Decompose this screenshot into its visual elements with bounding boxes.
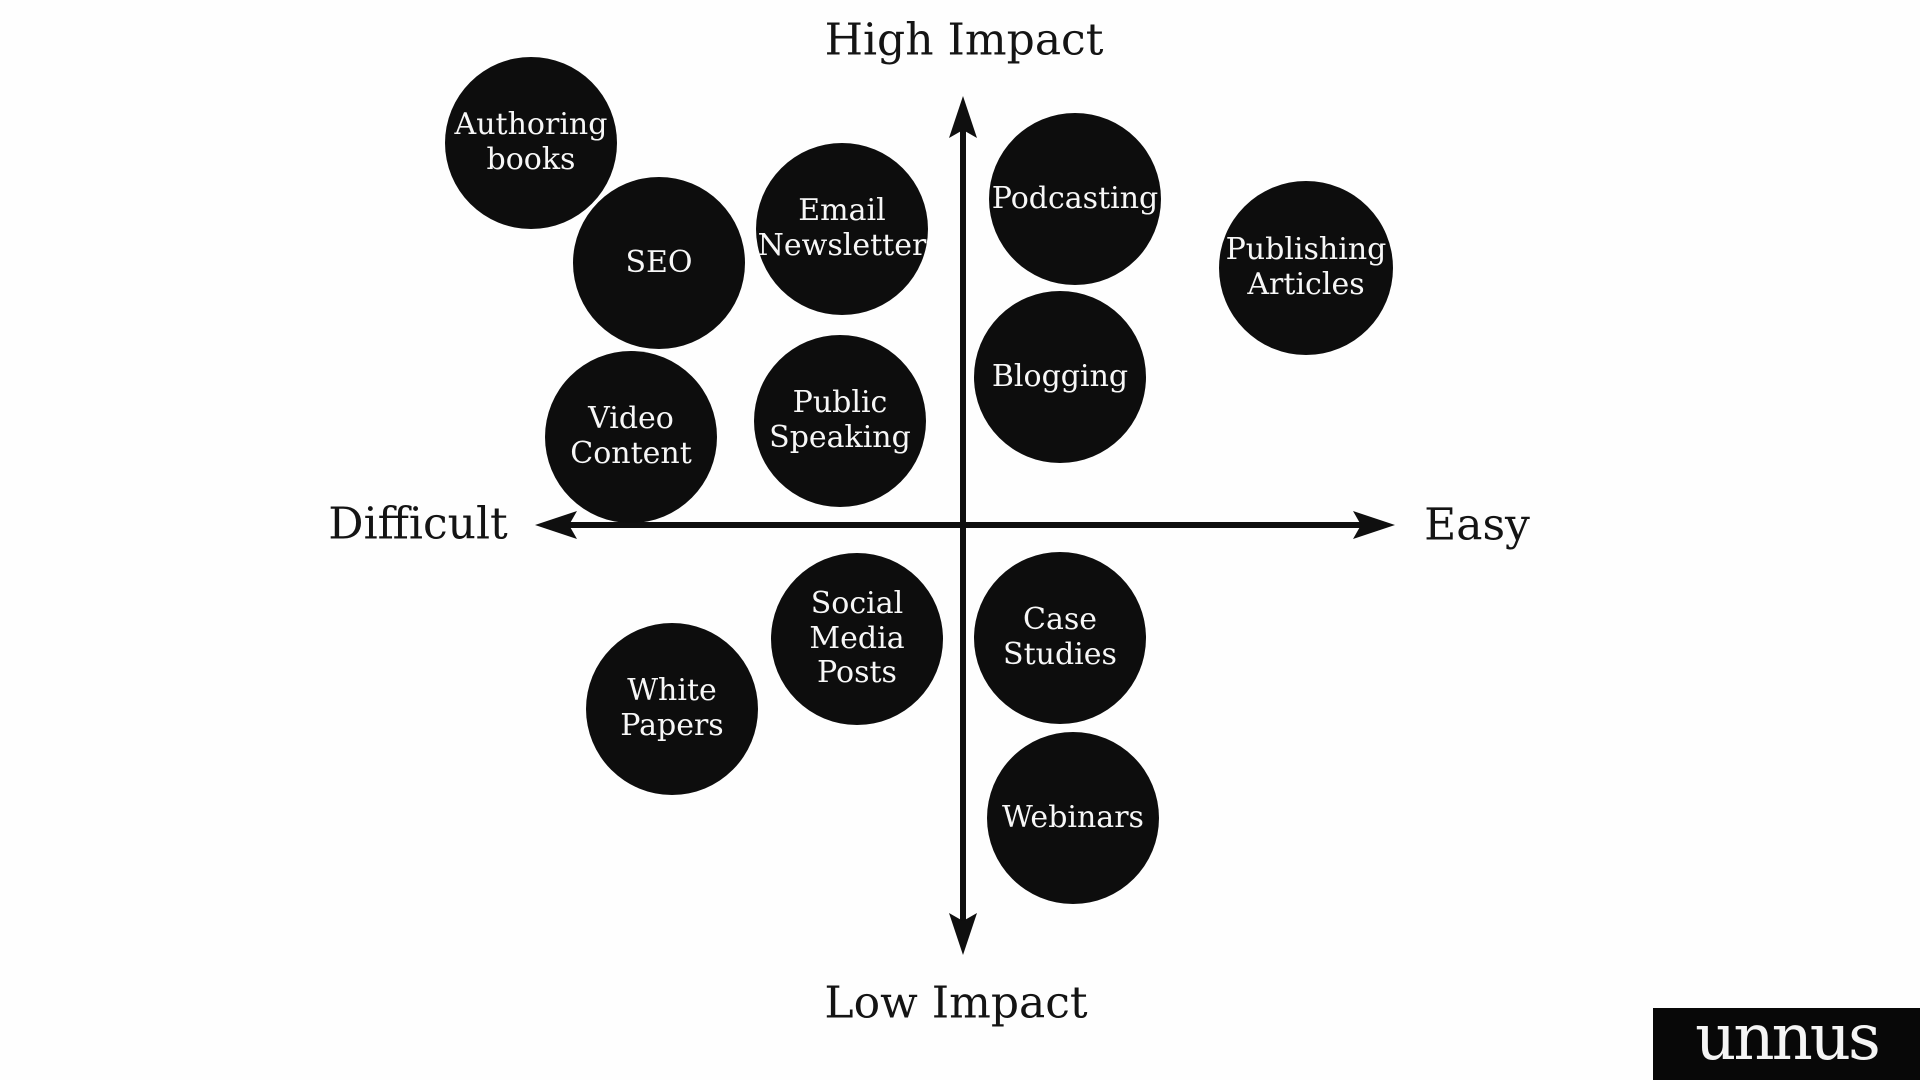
bubble-label: SEO (625, 244, 693, 280)
bubble-label: Blogging (991, 358, 1129, 394)
bubble-label: Email Newsletter (757, 193, 927, 263)
bubble-blogging: Blogging (974, 291, 1146, 463)
bubble-label: Social Media Posts (809, 585, 905, 691)
bubble-authoring-books: Authoring books (445, 57, 617, 229)
bubble-video-content: Video Content (545, 351, 717, 523)
axis-label-easy: Easy (1424, 499, 1530, 551)
y-axis-top-arrowhead-icon (949, 96, 977, 138)
bubble-case-studies: Case Studies (974, 552, 1146, 724)
bubble-label: Publishing Articles (1225, 232, 1387, 302)
x-axis-right-arrowhead-icon (1353, 511, 1395, 539)
bubble-white-papers: White Papers (586, 623, 758, 795)
bubble-label: Webinars (1002, 799, 1144, 835)
bubble-label: Authoring books (454, 107, 608, 177)
bubble-public-speaking: Public Speaking (754, 335, 926, 507)
bubble-publishing-articles: Publishing Articles (1219, 181, 1393, 355)
bubble-webinars: Webinars (987, 732, 1159, 904)
bubble-label: White Papers (620, 673, 724, 743)
logo: unnus (1653, 1001, 1920, 1080)
x-axis-left-arrowhead-icon (535, 511, 577, 539)
bubble-label: Podcasting (991, 180, 1159, 216)
bubble-social-media-posts: Social Media Posts (771, 553, 943, 725)
y-axis-bottom-arrowhead-icon (949, 913, 977, 955)
bubble-email-newsletter: Email Newsletter (756, 143, 928, 315)
axis-label-high-impact: High Impact (824, 14, 1104, 66)
bubble-label: Case Studies (1003, 602, 1117, 672)
logo-text: unnus (1695, 1001, 1881, 1075)
axis-label-low-impact: Low Impact (824, 977, 1088, 1029)
bubble-podcasting: Podcasting (989, 113, 1161, 285)
axis-label-difficult: Difficult (328, 498, 508, 550)
bubble-label: Video Content (570, 401, 692, 471)
bubble-label: Public Speaking (769, 385, 911, 455)
bubble-seo: SEO (573, 177, 745, 349)
